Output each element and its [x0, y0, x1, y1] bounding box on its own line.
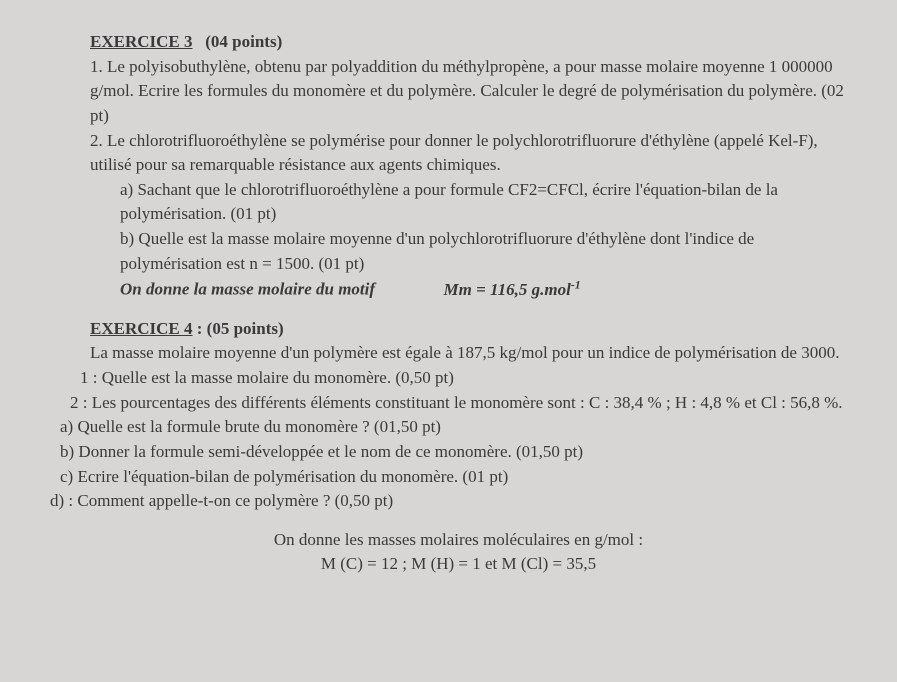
- ex4-sep: :: [193, 319, 207, 338]
- ex3-block: EXERCICE 3 (04 points) 1. Le polyisobuth…: [90, 30, 857, 303]
- ex4-intro: La masse molaire moyenne d'un polymère e…: [90, 341, 857, 366]
- ex3-q2a: a) Sachant que le chlorotrifluoroéthylèn…: [120, 178, 857, 227]
- ex4-qa: a) Quelle est la formule brute du monomè…: [60, 415, 857, 440]
- ex4-qd: d) : Comment appelle-t-on ce polymère ? …: [50, 489, 857, 514]
- ex3-given-value: Mm = 116,5 g.mol-1: [444, 280, 581, 299]
- ex4-given2: M (C) = 12 ; M (H) = 1 et M (Cl) = 35,5: [60, 552, 857, 577]
- ex4-block: EXERCICE 4 : (05 points) La masse molair…: [60, 317, 857, 577]
- ex4-qb: b) Donner la formule semi-développée et …: [60, 440, 857, 465]
- ex4-heading: EXERCICE 4 : (05 points): [90, 317, 857, 342]
- ex3-q2b: b) Quelle est la masse molaire moyenne d…: [120, 227, 857, 276]
- ex4-given1: On donne les masses molaires moléculaire…: [60, 528, 857, 553]
- ex3-q2-intro: 2. Le chlorotrifluoroéthylène se polymér…: [90, 129, 857, 178]
- document-page: EXERCICE 3 (04 points) 1. Le polyisobuth…: [0, 0, 897, 597]
- ex4-q1: 1 : Quelle est la masse molaire du monom…: [80, 366, 857, 391]
- ex4-title: EXERCICE 4: [90, 319, 193, 338]
- ex4-points: (05 points): [207, 319, 284, 338]
- ex3-given: On donne la masse molaire du motif Mm = …: [120, 276, 857, 302]
- ex4-q2: 2 : Les pourcentages des différents élém…: [70, 391, 857, 416]
- ex3-points: (04 points): [197, 32, 282, 51]
- ex3-given-label: On donne la masse molaire du motif: [120, 280, 375, 299]
- ex4-qc: c) Ecrire l'équation-bilan de polymérisa…: [60, 465, 857, 490]
- ex3-heading: EXERCICE 3 (04 points): [90, 30, 857, 55]
- ex3-q1: 1. Le polyisobuthylène, obtenu par polya…: [90, 55, 857, 129]
- ex3-title: EXERCICE 3: [90, 32, 193, 51]
